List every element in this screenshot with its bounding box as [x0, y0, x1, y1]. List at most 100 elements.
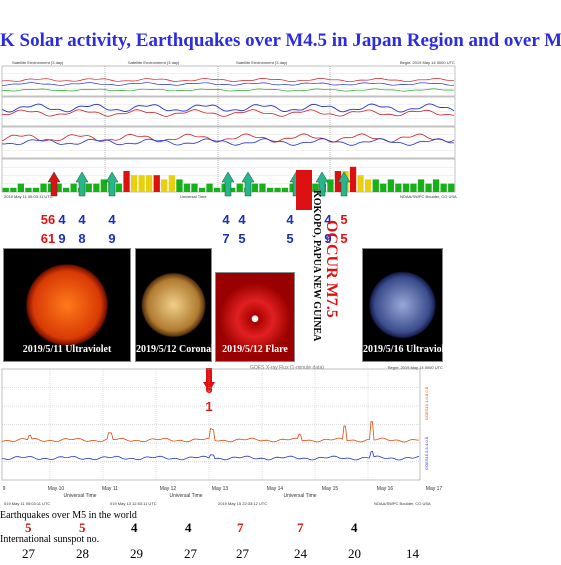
occur-location: KOKOPO, PAPUA NEW GUINEA: [311, 190, 322, 342]
xray-xtick: May 14: [267, 486, 284, 492]
kp-bar: [115, 183, 123, 192]
sunspot-number: 14: [406, 546, 419, 561]
sunspot-number: 29: [130, 546, 143, 561]
kp-bar: [100, 179, 107, 192]
kp-bar: [2, 187, 9, 192]
xray-xlabel-0: Universal Time: [63, 493, 96, 499]
kp-bar: [274, 187, 281, 192]
kp-bar: [281, 187, 289, 192]
top-panel-footer-mid: Universal Time: [180, 194, 207, 199]
magnitude-top-1: 4: [58, 212, 66, 227]
earthquake-world-count: 7: [297, 520, 304, 535]
kp-bar: [312, 183, 319, 192]
photo-ultraviolet-0511: 2019/5/11 Ultraviolet: [3, 248, 131, 362]
photo-flare-0512: 2019/5/12 Flare: [215, 272, 295, 362]
magnitude-bottom-4: 7: [222, 231, 229, 246]
xray-xtick: May 10: [48, 486, 65, 492]
kp-bar: [198, 187, 206, 192]
kp-bar: [289, 183, 296, 192]
sunspot-number: 27: [184, 546, 197, 561]
magnitude-bottom-6: 5: [286, 231, 293, 246]
kp-bar: [123, 171, 130, 192]
kp-bar: [63, 187, 70, 192]
sunspot-number: 27: [22, 546, 35, 561]
magnitude-top-8: 5: [340, 212, 347, 227]
top-panel-header-left: Satellite Environment (3 day): [12, 60, 64, 65]
kp-bar: [425, 183, 432, 192]
top-panel-footer-left: 2019 May 11 05:03:11 UTC: [4, 194, 53, 199]
sunspot-number: 28: [76, 546, 89, 561]
gsm-line-1: [1, 133, 455, 143]
magnitude-bottom-8: 5: [340, 231, 347, 246]
earthquake-world-count: 4: [351, 520, 358, 535]
earthquake-world-count: 5: [25, 520, 32, 535]
flare-marker-top: 6: [205, 381, 212, 396]
kp-bar: [417, 179, 425, 192]
earthquake-world-count: 4: [185, 520, 192, 535]
photo-ultraviolet-0516: 2019/5/16 Ultraviolet: [362, 248, 452, 362]
proton-flux-line-1: [1, 77, 454, 83]
kp-bar: [334, 171, 342, 192]
kp-bar: [130, 175, 138, 192]
occur-annotation: KOKOPO, PAPUA NEW GUINEA OCCUR M7.5: [296, 190, 340, 370]
kp-bar: [206, 183, 213, 192]
kp-bar: [365, 179, 372, 192]
magnitude-top-6: 4: [286, 212, 294, 227]
kp-bar: [221, 183, 228, 192]
kp-bar: [349, 166, 357, 192]
kp-bar: [402, 183, 410, 192]
kp-bar: [70, 183, 77, 192]
xray-long-line: [1, 421, 420, 443]
xray-xlabel-2: Universal Time: [283, 493, 316, 499]
xray-xlabel-1: Universal Time: [169, 493, 202, 499]
magnitude-bottom-7: 9: [324, 231, 331, 246]
flare-marker-bottom: 1: [205, 399, 212, 414]
kp-bar: [380, 183, 387, 192]
kp-bar: [55, 183, 62, 192]
electron-flux-line-1: [1, 103, 455, 113]
electron-flux-line-2: [1, 109, 455, 117]
kp-bar: [229, 187, 236, 192]
magnitude-top-7: 4: [324, 212, 332, 227]
page-title: K Solar activity, Earthquakes over M4.5 …: [0, 30, 561, 51]
xray-footer-mid2: 2019 May 15 22:33:12 UTC: [218, 501, 267, 506]
sunspot-number: 20: [348, 546, 361, 561]
kp-bar: [259, 183, 266, 192]
xray-begin: Begin: 2019 May 14 0000 UTC: [388, 365, 443, 370]
kp-bar: [146, 175, 153, 192]
magnitude-bottom-5: 5: [238, 231, 245, 246]
proton-flux-line-2: [1, 82, 455, 86]
magnitude-top-4: 4: [222, 212, 230, 227]
occur-magnitude: OCCUR M7.5: [323, 220, 340, 318]
magnitude-bottom-3: 9: [108, 231, 115, 246]
top-panel-header-right: Begin: 2019 May 14 0000 UTC: [400, 60, 455, 65]
top-panel-header-mid: Satellite Environment (3 day): [128, 60, 180, 65]
earthquake-arrow-4: [241, 171, 255, 197]
magnitude-top-5: 4: [238, 212, 246, 227]
kp-bar: [266, 187, 274, 192]
kp-bar: [40, 183, 47, 192]
magnitude-top-0: 56: [41, 212, 55, 227]
earthquake-arrow-0: [47, 171, 61, 197]
xray-footer-right: NOAA/SWPC Boulder, CO USA: [374, 501, 431, 506]
xray-xtick: 9: [3, 486, 6, 492]
earthquake-world-count: 4: [131, 520, 138, 535]
kp-bar: [432, 179, 440, 192]
kp-bar: [161, 179, 168, 192]
photo-caption: 2019/5/12 Coronal hole: [136, 344, 235, 355]
xray-legend-1: GOES15 1.0-8.0 Å: [424, 386, 429, 420]
kp-bar: [448, 183, 455, 192]
kp-bar: [176, 179, 183, 192]
earthquake-arrow-2: [105, 171, 119, 197]
kp-bar: [440, 183, 447, 192]
magnitude-bottom-2: 8: [78, 231, 85, 246]
top-panel-footer-right: NOAA/SWPC Boulder, CO USA: [400, 194, 457, 199]
xray-xtick: May 16: [377, 486, 394, 492]
earthquake-world-count: 5: [79, 520, 86, 535]
magnitude-bottom-1: 9: [58, 231, 65, 246]
xray-xtick: May 11: [102, 486, 118, 492]
sunspot-number: 24: [294, 546, 307, 561]
kp-bar: [214, 187, 221, 192]
kp-bar: [387, 179, 394, 192]
magnitude-top-2: 4: [78, 212, 86, 227]
